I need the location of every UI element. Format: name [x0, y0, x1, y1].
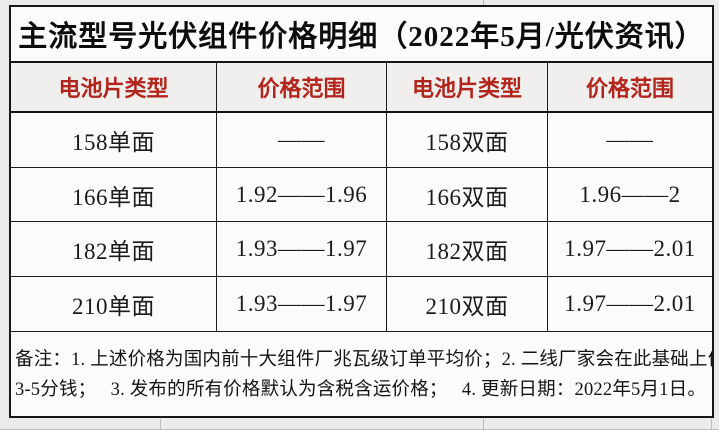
cell-price-182-bifacial: 1.97——2.01	[548, 222, 712, 277]
bottom-gridline-2	[483, 419, 484, 430]
column-header-cell-type-right: 电池片类型	[387, 63, 548, 113]
cell-type-210-mono: 210单面	[11, 277, 217, 332]
footnote-line-1: 备注：1. 上述价格为国内前十大组件厂兆瓦级订单平均价；2. 二线厂家会在此基础…	[15, 350, 712, 370]
cell-price-158-bifacial: ——	[548, 113, 712, 168]
top-gridline	[483, 0, 484, 5]
cell-type-166-bifacial: 166双面	[387, 168, 548, 222]
cell-price-158-mono: ——	[217, 113, 387, 168]
cell-type-182-bifacial: 182双面	[387, 222, 548, 277]
cell-type-158-bifacial: 158双面	[387, 113, 548, 168]
page-title: 主流型号光伏组件价格明细（2022年5月/光伏资讯）	[11, 7, 712, 63]
bottom-gridline-3	[711, 419, 712, 430]
footnote: 备注：1. 上述价格为国内前十大组件厂兆瓦级订单平均价；2. 二线厂家会在此基础…	[11, 332, 712, 416]
cell-type-158-mono: 158单面	[11, 113, 217, 168]
cell-type-210-bifacial: 210双面	[387, 277, 548, 332]
cell-type-182-mono: 182单面	[11, 222, 217, 277]
footnote-line-2: 3-5分钱； 3. 发布的所有价格默认为含税含运价格； 4. 更新日期：2022…	[15, 380, 707, 400]
bottom-gridline-1	[160, 419, 161, 430]
cell-type-166-mono: 166单面	[11, 168, 217, 222]
cell-price-182-mono: 1.93——1.97	[217, 222, 387, 277]
column-header-price-range-left: 价格范围	[217, 63, 387, 113]
cell-price-166-mono: 1.92——1.96	[217, 168, 387, 222]
price-table: 主流型号光伏组件价格明细（2022年5月/光伏资讯） 电池片类型 价格范围 电池…	[9, 5, 714, 418]
cell-price-166-bifacial: 1.96——2	[548, 168, 712, 222]
column-header-price-range-right: 价格范围	[548, 63, 712, 113]
cell-price-210-mono: 1.93——1.97	[217, 277, 387, 332]
cell-price-210-bifacial: 1.97——2.01	[548, 277, 712, 332]
column-header-cell-type-left: 电池片类型	[11, 63, 217, 113]
